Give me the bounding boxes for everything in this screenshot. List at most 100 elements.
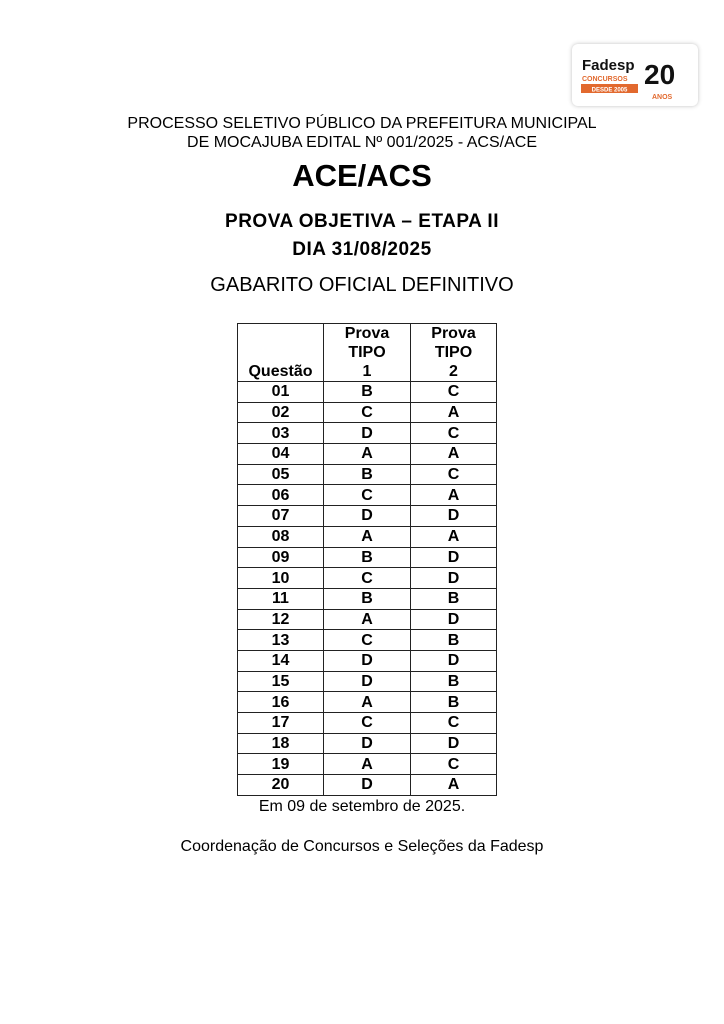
- logo-since: DESDE 2005: [592, 88, 628, 94]
- answer-tipo-2: D: [410, 505, 497, 527]
- table-row: 16 A B: [237, 691, 497, 713]
- header-tipo-2-text: Prova TIPO 2: [431, 325, 476, 380]
- answer-tipo-1: C: [323, 629, 411, 651]
- header-tipo-1-text: Prova TIPO 1: [344, 325, 390, 380]
- question-number: 17: [237, 712, 324, 734]
- question-number: 08: [237, 525, 324, 548]
- table-row: 05 B C: [237, 463, 497, 486]
- table-row: 09 B D: [237, 546, 497, 569]
- question-number: 09: [237, 546, 324, 569]
- table-row: 17 C C: [237, 712, 497, 734]
- logo-years-label: ANOS: [652, 94, 673, 101]
- logo-years: 20: [644, 59, 675, 90]
- table-row: 04 A A: [237, 443, 497, 465]
- question-number: 11: [237, 587, 324, 610]
- header-line-2: DE MOCAJUBA EDITAL Nº 001/2025 - ACS/ACE: [187, 134, 537, 151]
- table-row: 18 D D: [237, 732, 497, 755]
- question-number: 02: [237, 401, 324, 424]
- answer-tipo-2: D: [410, 732, 497, 755]
- document-title: GABARITO OFICIAL DEFINITIVO: [210, 274, 514, 296]
- answer-tipo-1: A: [323, 608, 411, 631]
- answer-tipo-2: D: [410, 608, 497, 631]
- fadesp-logo: Fadesp CONCURSOS DESDE 2005 20 ANOS: [572, 44, 698, 106]
- exam-subtitle: PROVA OBJETIVA – ETAPA II: [225, 211, 499, 232]
- exam-date: DIA 31/08/2025: [292, 239, 432, 260]
- answer-tipo-1: C: [323, 484, 411, 507]
- answer-tipo-1: C: [323, 712, 411, 734]
- question-number: 10: [237, 567, 324, 589]
- logo-brand: Fadesp: [582, 57, 635, 74]
- signature: Coordenação de Concursos e Seleções da F…: [180, 838, 544, 855]
- answer-tipo-1: A: [323, 691, 411, 713]
- table-row: 11 B B: [237, 587, 497, 610]
- question-number: 15: [237, 670, 324, 693]
- question-number: 03: [237, 422, 324, 445]
- header-questao: Questão: [237, 323, 324, 382]
- table-row: 02 C A: [237, 401, 497, 424]
- question-number: 13: [237, 629, 324, 651]
- answer-tipo-2: D: [410, 649, 497, 672]
- answer-tipo-2: A: [410, 443, 497, 465]
- question-number: 04: [237, 443, 324, 465]
- table-row: 19 A C: [237, 753, 497, 776]
- answer-tipo-1: A: [323, 525, 411, 548]
- answer-tipo-1: B: [323, 463, 411, 486]
- answer-tipo-2: C: [410, 712, 497, 734]
- question-number: 01: [237, 381, 324, 403]
- table-row: 14 D D: [237, 649, 497, 672]
- answer-tipo-1: C: [323, 401, 411, 424]
- answer-tipo-2: B: [410, 587, 497, 610]
- header-tipo-2: Prova TIPO 2: [410, 323, 497, 382]
- answer-tipo-2: A: [410, 774, 497, 796]
- table-row: 15 D B: [237, 670, 497, 693]
- header-tipo-1: Prova TIPO 1: [323, 323, 411, 382]
- answer-tipo-1: D: [323, 670, 411, 693]
- answer-tipo-2: C: [410, 463, 497, 486]
- question-number: 14: [237, 649, 324, 672]
- question-number: 18: [237, 732, 324, 755]
- table-row: 01 B C: [237, 381, 497, 403]
- table-row: 06 C A: [237, 484, 497, 507]
- answer-tipo-2: D: [410, 567, 497, 589]
- table-row: 08 A A: [237, 525, 497, 548]
- answer-tipo-1: D: [323, 774, 411, 796]
- answer-tipo-2: A: [410, 401, 497, 424]
- question-number: 05: [237, 463, 324, 486]
- answer-tipo-2: C: [410, 422, 497, 445]
- answer-tipo-1: C: [323, 567, 411, 589]
- answer-tipo-1: A: [323, 753, 411, 776]
- question-number: 20: [237, 774, 324, 796]
- answer-tipo-1: A: [323, 443, 411, 465]
- question-number: 07: [237, 505, 324, 527]
- issue-date: Em 09 de setembro de 2025.: [258, 798, 466, 815]
- table-row: 20 D A: [237, 774, 497, 796]
- table-row: 07 D D: [237, 505, 497, 527]
- header-line-1: PROCESSO SELETIVO PÚBLICO DA PREFEITURA …: [127, 115, 597, 132]
- table-row: 10 C D: [237, 567, 497, 589]
- table-header-row: Questão Prova TIPO 1 Prova TIPO 2: [237, 323, 497, 382]
- answer-tipo-1: D: [323, 422, 411, 445]
- answer-tipo-2: A: [410, 525, 497, 548]
- question-number: 19: [237, 753, 324, 776]
- answer-tipo-1: D: [323, 732, 411, 755]
- answer-tipo-2: C: [410, 381, 497, 403]
- answer-tipo-2: D: [410, 546, 497, 569]
- answer-tipo-1: B: [323, 587, 411, 610]
- question-number: 06: [237, 484, 324, 507]
- answer-key-table: Questão Prova TIPO 1 Prova TIPO 2 01 B C 02…: [237, 323, 497, 796]
- answer-tipo-1: D: [323, 505, 411, 527]
- question-number: 12: [237, 608, 324, 631]
- logo-sub: CONCURSOS: [582, 76, 628, 83]
- answer-tipo-2: B: [410, 670, 497, 693]
- answer-tipo-1: B: [323, 381, 411, 403]
- answer-tipo-2: A: [410, 484, 497, 507]
- table-row: 12 A D: [237, 608, 497, 631]
- table-row: 03 D C: [237, 422, 497, 445]
- answer-tipo-2: B: [410, 629, 497, 651]
- page-title: ACE/ACS: [292, 158, 432, 193]
- answer-tipo-2: C: [410, 753, 497, 776]
- question-number: 16: [237, 691, 324, 713]
- table-row: 13 C B: [237, 629, 497, 651]
- answer-tipo-1: D: [323, 649, 411, 672]
- answer-tipo-2: B: [410, 691, 497, 713]
